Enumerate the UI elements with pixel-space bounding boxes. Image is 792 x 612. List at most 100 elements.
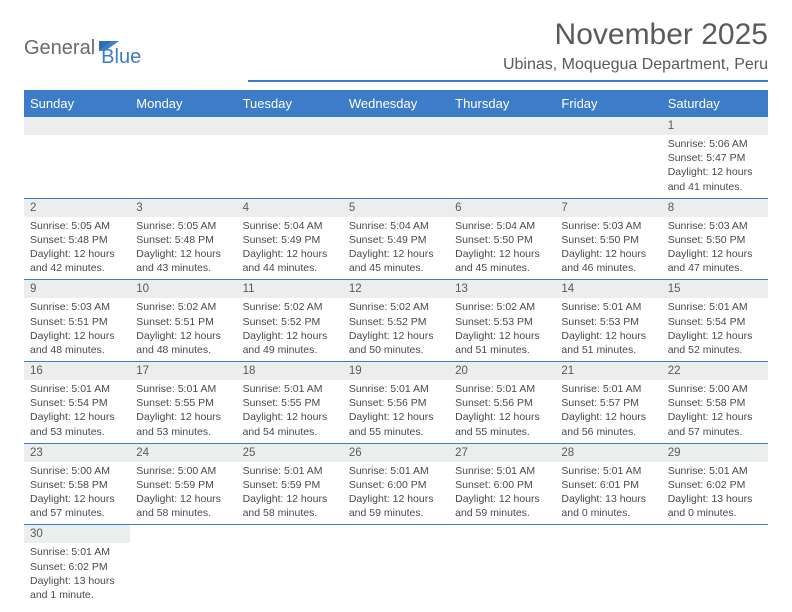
day-details: Sunrise: 5:01 AMSunset: 5:54 PMDaylight:… (662, 298, 768, 361)
day-details: Sunrise: 5:01 AMSunset: 5:56 PMDaylight:… (449, 380, 555, 443)
day-details: Sunrise: 5:01 AMSunset: 6:00 PMDaylight:… (343, 462, 449, 525)
weekday-header: Saturday (662, 90, 768, 117)
sunset-text: Sunset: 5:59 PM (136, 478, 230, 492)
sunset-text: Sunset: 5:48 PM (136, 233, 230, 247)
sunrise-text: Sunrise: 5:04 AM (455, 219, 549, 233)
calendar-cell (449, 117, 555, 198)
brand-general: General (24, 37, 95, 60)
day-details: Sunrise: 5:04 AMSunset: 5:50 PMDaylight:… (449, 217, 555, 280)
daylight-text: Daylight: 12 hours and 49 minutes. (243, 329, 337, 357)
weekday-header: Monday (130, 90, 236, 117)
day-number: 7 (555, 199, 661, 217)
day-details: Sunrise: 5:06 AMSunset: 5:47 PMDaylight:… (662, 135, 768, 198)
calendar-cell: 16Sunrise: 5:01 AMSunset: 5:54 PMDayligh… (24, 362, 130, 444)
daylight-text: Daylight: 12 hours and 50 minutes. (349, 329, 443, 357)
sunset-text: Sunset: 6:02 PM (30, 560, 124, 574)
weekday-header: Sunday (24, 90, 130, 117)
day-number: 26 (343, 444, 449, 462)
day-details: Sunrise: 5:02 AMSunset: 5:52 PMDaylight:… (237, 298, 343, 361)
header: General Blue November 2025 Ubinas, Moque… (24, 18, 768, 82)
daylight-text: Daylight: 12 hours and 53 minutes. (136, 410, 230, 438)
day-details: Sunrise: 5:00 AMSunset: 5:58 PMDaylight:… (24, 462, 130, 525)
day-number: 15 (662, 280, 768, 298)
day-details: Sunrise: 5:02 AMSunset: 5:52 PMDaylight:… (343, 298, 449, 361)
day-details: Sunrise: 5:00 AMSunset: 5:59 PMDaylight:… (130, 462, 236, 525)
daylight-text: Daylight: 12 hours and 45 minutes. (349, 247, 443, 275)
day-number: 19 (343, 362, 449, 380)
day-number: 5 (343, 199, 449, 217)
calendar-cell: 27Sunrise: 5:01 AMSunset: 6:00 PMDayligh… (449, 443, 555, 525)
calendar-cell: 4Sunrise: 5:04 AMSunset: 5:49 PMDaylight… (237, 198, 343, 280)
day-number: 28 (555, 444, 661, 462)
daylight-text: Daylight: 12 hours and 51 minutes. (561, 329, 655, 357)
calendar-cell: 14Sunrise: 5:01 AMSunset: 5:53 PMDayligh… (555, 280, 661, 362)
day-number: 13 (449, 280, 555, 298)
calendar-week-row: 9Sunrise: 5:03 AMSunset: 5:51 PMDaylight… (24, 280, 768, 362)
calendar-cell (24, 117, 130, 198)
day-details: Sunrise: 5:03 AMSunset: 5:50 PMDaylight:… (555, 217, 661, 280)
weekday-header: Tuesday (237, 90, 343, 117)
day-number: 23 (24, 444, 130, 462)
sunrise-text: Sunrise: 5:01 AM (349, 464, 443, 478)
sunset-text: Sunset: 6:00 PM (455, 478, 549, 492)
day-number: 4 (237, 199, 343, 217)
daylight-text: Daylight: 13 hours and 0 minutes. (561, 492, 655, 520)
calendar-cell: 18Sunrise: 5:01 AMSunset: 5:55 PMDayligh… (237, 362, 343, 444)
calendar-cell (237, 117, 343, 198)
calendar-cell (343, 117, 449, 198)
sunset-text: Sunset: 5:55 PM (243, 396, 337, 410)
sunset-text: Sunset: 5:50 PM (455, 233, 549, 247)
day-details: Sunrise: 5:01 AMSunset: 6:01 PMDaylight:… (555, 462, 661, 525)
calendar-week-row: 1Sunrise: 5:06 AMSunset: 5:47 PMDaylight… (24, 117, 768, 198)
sunset-text: Sunset: 5:53 PM (455, 315, 549, 329)
sunset-text: Sunset: 5:48 PM (30, 233, 124, 247)
day-details: Sunrise: 5:05 AMSunset: 5:48 PMDaylight:… (130, 217, 236, 280)
sunrise-text: Sunrise: 5:01 AM (561, 464, 655, 478)
sunrise-text: Sunrise: 5:01 AM (30, 382, 124, 396)
day-number (130, 525, 236, 543)
day-number: 16 (24, 362, 130, 380)
day-number (555, 525, 661, 543)
daylight-text: Daylight: 12 hours and 56 minutes. (561, 410, 655, 438)
day-details: Sunrise: 5:02 AMSunset: 5:51 PMDaylight:… (130, 298, 236, 361)
calendar-week-row: 16Sunrise: 5:01 AMSunset: 5:54 PMDayligh… (24, 362, 768, 444)
sunset-text: Sunset: 5:49 PM (349, 233, 443, 247)
day-details: Sunrise: 5:04 AMSunset: 5:49 PMDaylight:… (343, 217, 449, 280)
weekday-header-row: Sunday Monday Tuesday Wednesday Thursday… (24, 90, 768, 117)
daylight-text: Daylight: 12 hours and 41 minutes. (668, 165, 762, 193)
sunset-text: Sunset: 5:51 PM (30, 315, 124, 329)
sunrise-text: Sunrise: 5:00 AM (136, 464, 230, 478)
sunrise-text: Sunrise: 5:01 AM (668, 300, 762, 314)
calendar-week-row: 2Sunrise: 5:05 AMSunset: 5:48 PMDaylight… (24, 198, 768, 280)
day-details: Sunrise: 5:01 AMSunset: 6:02 PMDaylight:… (662, 462, 768, 525)
sunset-text: Sunset: 5:53 PM (561, 315, 655, 329)
sunrise-text: Sunrise: 5:03 AM (668, 219, 762, 233)
sunset-text: Sunset: 5:57 PM (561, 396, 655, 410)
calendar-cell (662, 525, 768, 606)
calendar-cell: 23Sunrise: 5:00 AMSunset: 5:58 PMDayligh… (24, 443, 130, 525)
day-number (24, 117, 130, 135)
day-number (449, 525, 555, 543)
calendar-cell: 26Sunrise: 5:01 AMSunset: 6:00 PMDayligh… (343, 443, 449, 525)
calendar-cell: 13Sunrise: 5:02 AMSunset: 5:53 PMDayligh… (449, 280, 555, 362)
day-number (449, 117, 555, 135)
sunset-text: Sunset: 6:01 PM (561, 478, 655, 492)
weekday-header: Friday (555, 90, 661, 117)
sunrise-text: Sunrise: 5:05 AM (136, 219, 230, 233)
daylight-text: Daylight: 12 hours and 58 minutes. (136, 492, 230, 520)
calendar-cell: 5Sunrise: 5:04 AMSunset: 5:49 PMDaylight… (343, 198, 449, 280)
calendar-cell (343, 525, 449, 606)
day-number: 14 (555, 280, 661, 298)
calendar-cell: 24Sunrise: 5:00 AMSunset: 5:59 PMDayligh… (130, 443, 236, 525)
daylight-text: Daylight: 12 hours and 59 minutes. (455, 492, 549, 520)
daylight-text: Daylight: 12 hours and 42 minutes. (30, 247, 124, 275)
day-details: Sunrise: 5:01 AMSunset: 6:00 PMDaylight:… (449, 462, 555, 525)
weekday-header: Wednesday (343, 90, 449, 117)
calendar-cell: 12Sunrise: 5:02 AMSunset: 5:52 PMDayligh… (343, 280, 449, 362)
calendar-cell: 8Sunrise: 5:03 AMSunset: 5:50 PMDaylight… (662, 198, 768, 280)
calendar-cell: 10Sunrise: 5:02 AMSunset: 5:51 PMDayligh… (130, 280, 236, 362)
day-number: 9 (24, 280, 130, 298)
daylight-text: Daylight: 12 hours and 43 minutes. (136, 247, 230, 275)
calendar-cell: 2Sunrise: 5:05 AMSunset: 5:48 PMDaylight… (24, 198, 130, 280)
day-details: Sunrise: 5:01 AMSunset: 5:54 PMDaylight:… (24, 380, 130, 443)
